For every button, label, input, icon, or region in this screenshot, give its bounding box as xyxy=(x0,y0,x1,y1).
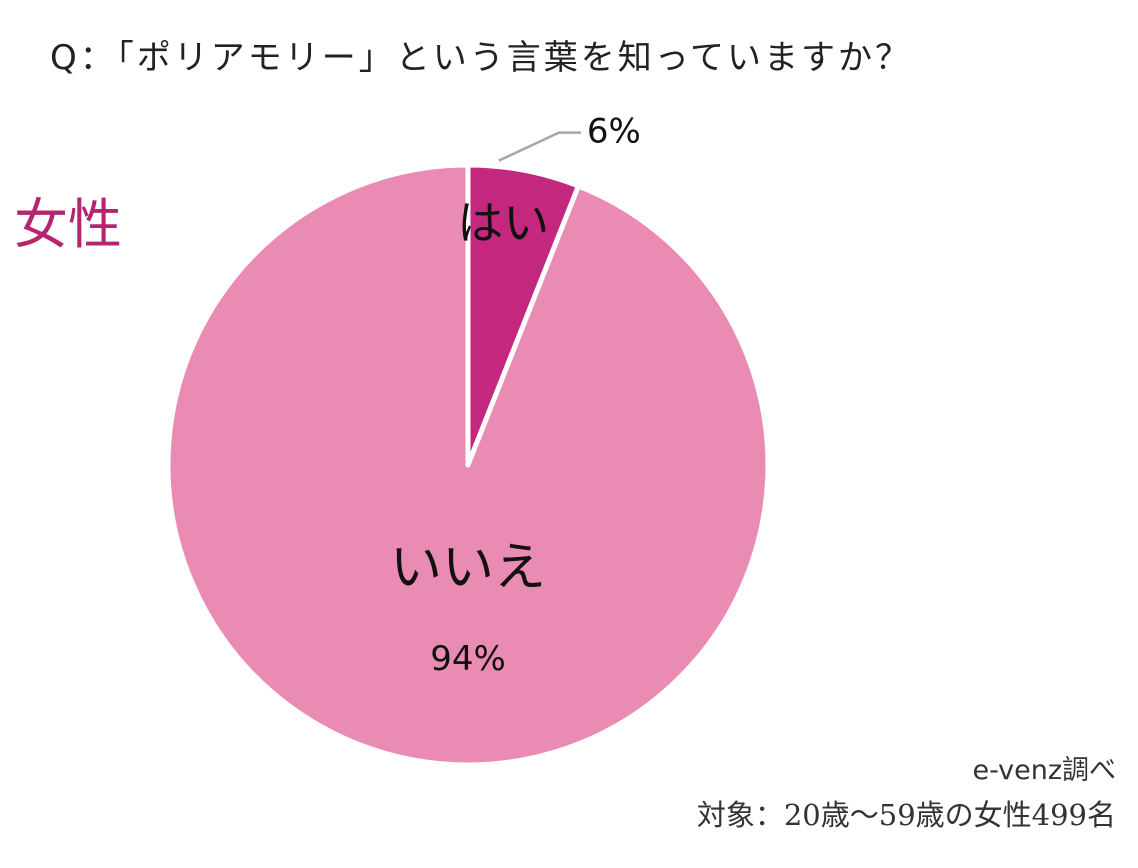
gender-label: 女性 xyxy=(14,193,122,256)
slice-value-no: 94% xyxy=(430,639,506,679)
slice-value-yes: 6% xyxy=(587,112,641,152)
source-note: e-venz調べ xyxy=(972,755,1116,786)
leader-line-yes xyxy=(498,131,581,162)
chart-question-title: Q：「ポリアモリー」という言葉を知っていますか？ xyxy=(50,38,913,78)
slice-label-yes: はい xyxy=(457,196,549,250)
survey-target-note: 対象：20歳～59歳の女性499名 xyxy=(696,798,1116,832)
pie-slice-no xyxy=(165,162,771,768)
slice-label-no: いいえ xyxy=(390,538,546,598)
